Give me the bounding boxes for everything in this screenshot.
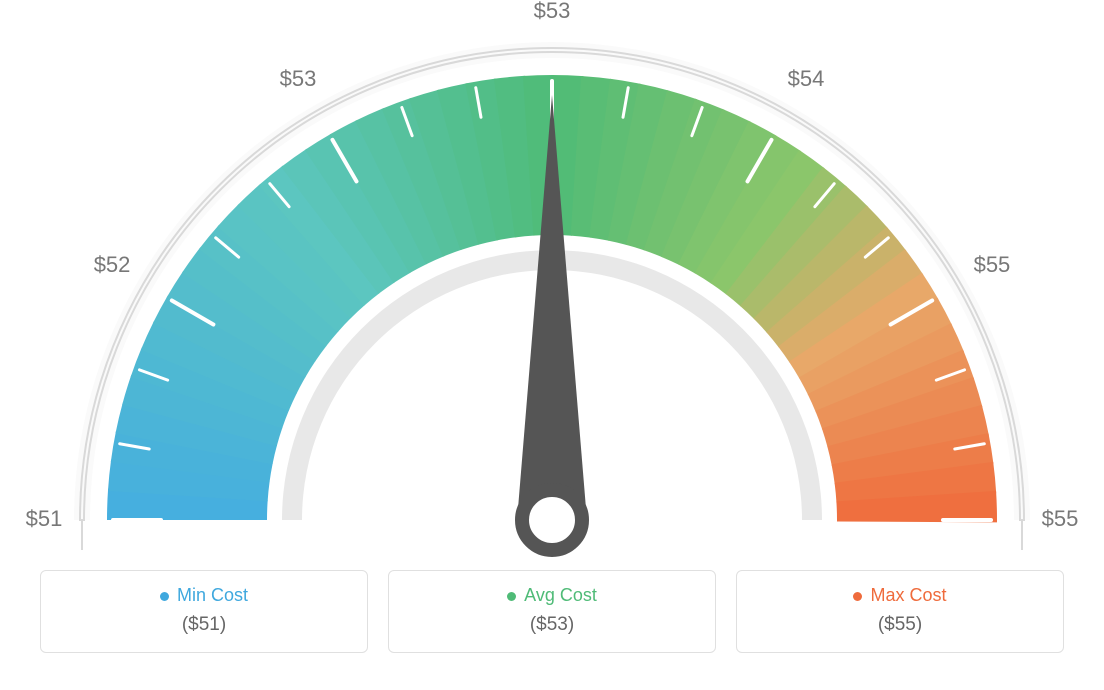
legend-min-box: Min Cost ($51) [40,570,368,653]
svg-text:$51: $51 [26,506,63,531]
legend-avg-value: ($53) [399,614,705,636]
legend-max-box: Max Cost ($55) [736,570,1064,653]
svg-text:$55: $55 [974,252,1011,277]
legend-row: Min Cost ($51) Avg Cost ($53) Max Cost (… [0,570,1104,653]
svg-text:$55: $55 [1042,506,1079,531]
legend-min-label: Min Cost [51,585,357,606]
legend-avg-label: Avg Cost [399,585,705,606]
svg-text:$53: $53 [280,66,317,91]
legend-avg-text: Avg Cost [524,585,597,605]
legend-max-value: ($55) [747,614,1053,636]
legend-min-text: Min Cost [177,585,248,605]
legend-min-value: ($51) [51,614,357,636]
dot-icon [160,592,169,601]
legend-avg-box: Avg Cost ($53) [388,570,716,653]
svg-text:$52: $52 [94,252,131,277]
legend-max-label: Max Cost [747,585,1053,606]
gauge-svg: $51 $52 $53 $53 $54 $55 $55 [0,0,1104,560]
dot-icon [507,592,516,601]
gauge-chart: $51 $52 $53 $53 $54 $55 $55 [0,0,1104,560]
svg-text:$53: $53 [534,0,571,23]
svg-text:$54: $54 [788,66,825,91]
dot-icon [853,592,862,601]
legend-max-text: Max Cost [870,585,946,605]
